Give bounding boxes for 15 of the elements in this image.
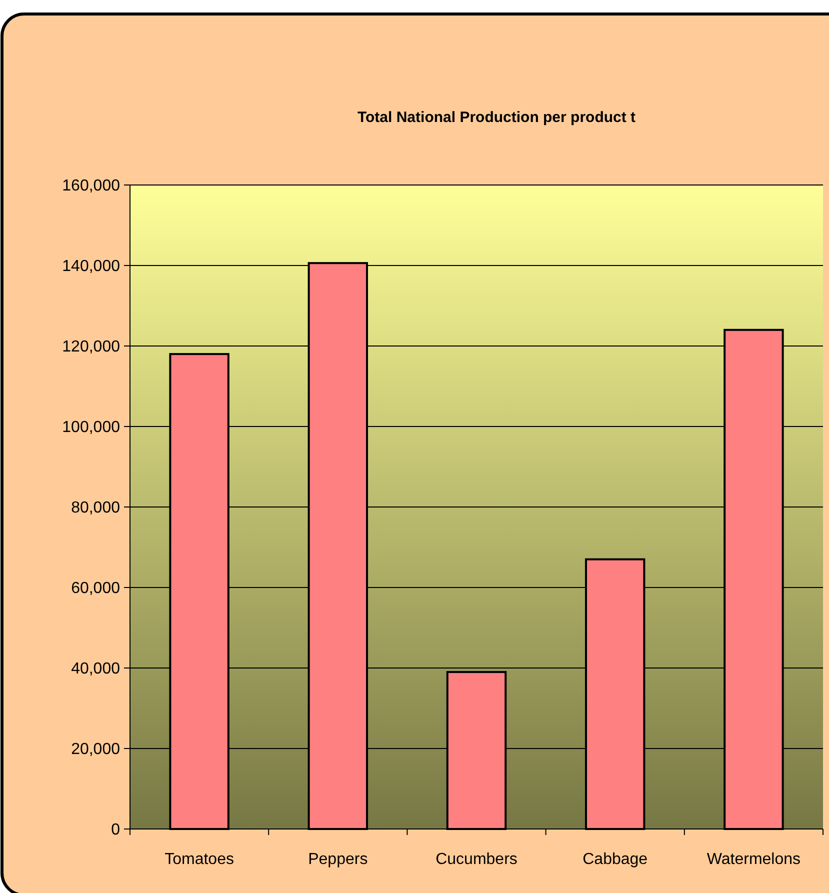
y-tick-label: 80,000 (71, 500, 120, 517)
x-tick-label: Peppers (308, 851, 368, 868)
y-tick-label: 120,000 (62, 338, 120, 356)
y-tick-label: 20,000 (71, 741, 120, 758)
y-tick-label: 160,000 (62, 178, 120, 195)
x-tick-label: Cabbage (582, 851, 648, 868)
chart-title: Total National Production per product t (357, 109, 636, 126)
y-tick-label: 40,000 (71, 660, 120, 678)
y-tick-label: 140,000 (62, 258, 120, 276)
y-tick-label: 0 (111, 822, 120, 839)
y-tick-label: 60,000 (71, 580, 120, 598)
x-tick-label: Watermelons (706, 851, 801, 868)
y-tick-label: 100,000 (62, 419, 120, 436)
x-tick-label: Tomatoes (164, 851, 234, 868)
x-tick-label: Cucumbers (436, 851, 518, 868)
